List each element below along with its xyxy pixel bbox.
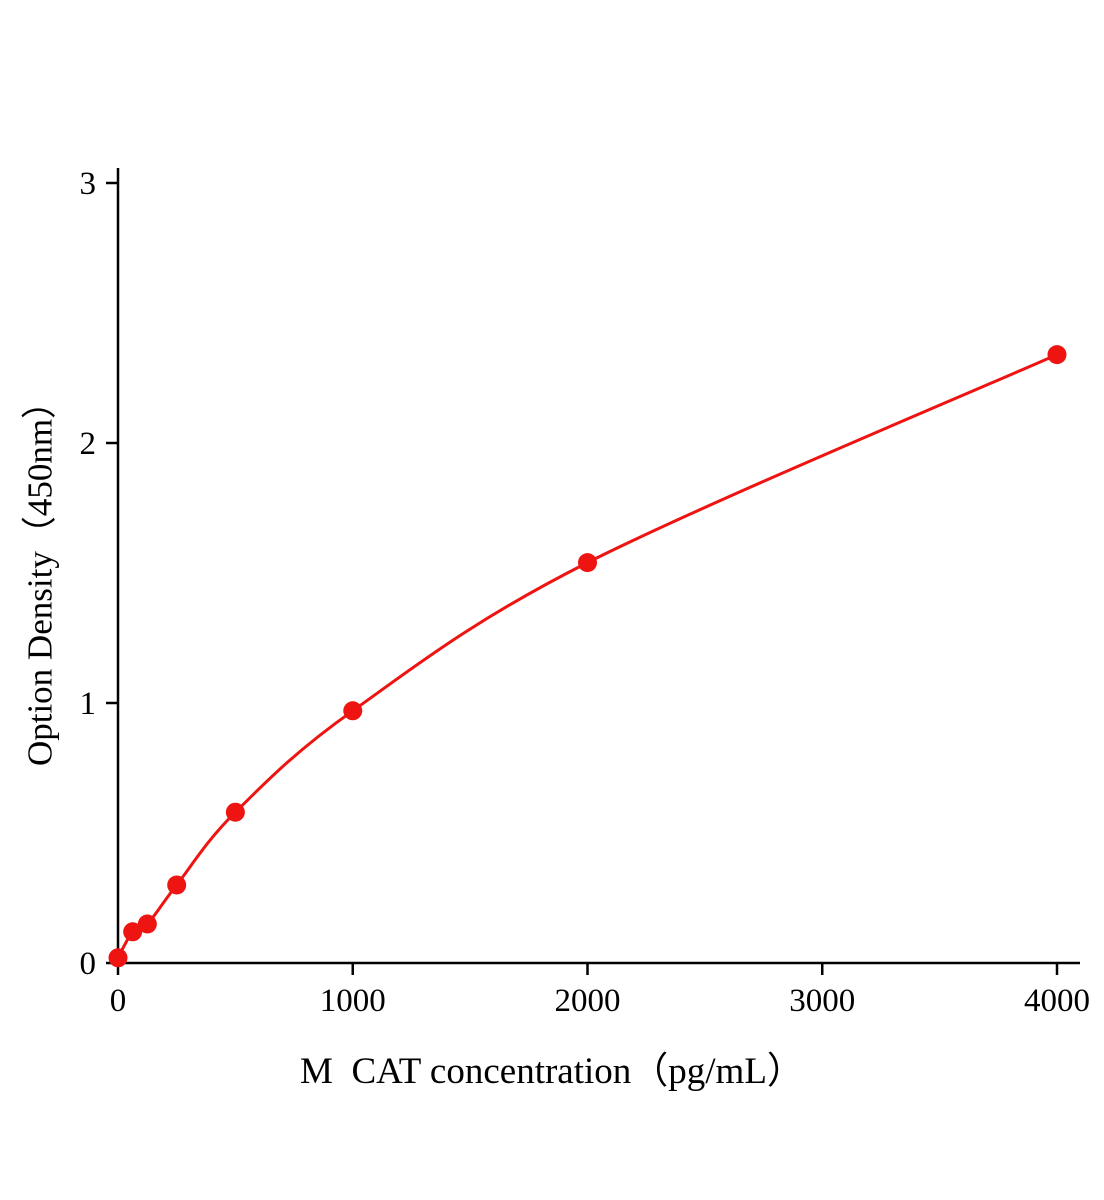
y-tick-label: 2 [80,426,97,462]
data-point [108,948,128,968]
x-tick-label: 2000 [555,983,621,1019]
x-tick-label: 1000 [320,983,386,1019]
x-tick-label: 3000 [789,983,855,1019]
data-point [167,875,187,895]
x-tick-label: 0 [110,983,127,1019]
data-point [578,553,597,573]
y-axis-label: Option Density（450nm） [20,383,60,767]
fitted-curve [116,353,1058,959]
data-point [225,802,245,822]
y-tick-label: 3 [80,166,97,202]
data-point [343,701,363,721]
y-tick-label: 0 [80,946,97,982]
data-point [137,914,157,934]
data-point [1047,345,1067,365]
y-tick-label: 1 [80,686,97,722]
x-axis-label: M CAT concentration（pg/mL） [300,1051,804,1092]
data-point [123,922,143,942]
x-tick-label: 4000 [1024,983,1090,1019]
